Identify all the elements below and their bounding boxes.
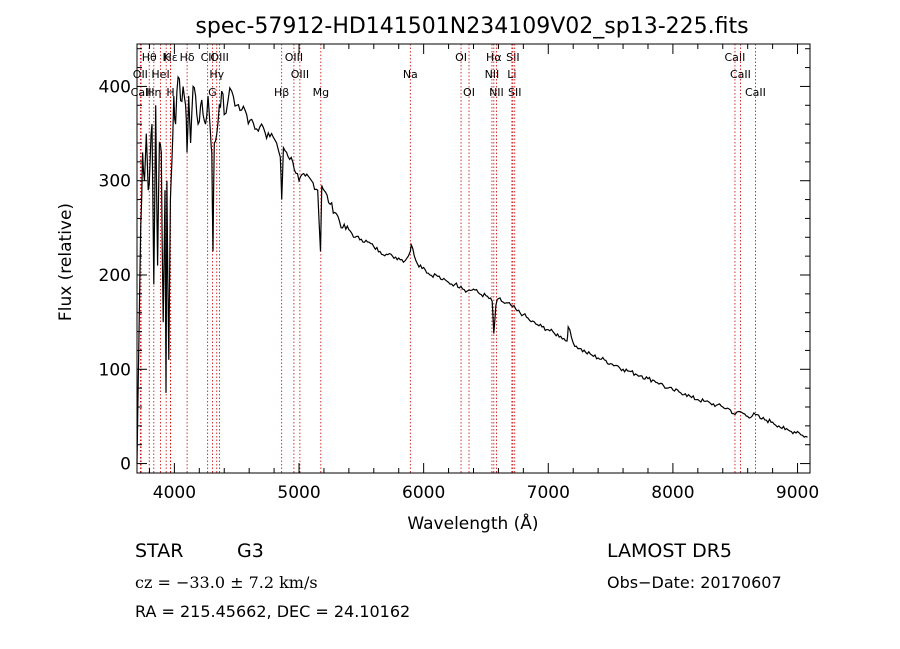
redshift-velocity: cz = −33.0 ± 7.2 km/s	[135, 573, 318, 592]
line-marker-label: NII	[485, 68, 500, 81]
axis-ticks: 4000 5000 6000 7000 8000 9000 0 100 200 300 400	[99, 44, 819, 503]
line-marker-label: NII	[489, 86, 504, 99]
line-marker-label: OI	[463, 86, 475, 99]
x-tick-label: 5000	[277, 483, 320, 503]
line-marker-label: Hγ	[209, 68, 224, 81]
line-marker-label: HeI	[151, 68, 169, 81]
plot-frame	[136, 43, 811, 474]
x-tick-label: 7000	[527, 483, 570, 503]
y-tick-label: 300	[99, 172, 131, 192]
line-marker-label: Hδ	[180, 51, 195, 64]
line-marker-label: Na	[403, 68, 418, 81]
line-marker-label: Hθ	[142, 51, 157, 64]
line-marker-label: OIII	[291, 68, 309, 81]
x-tick-label: 4000	[153, 483, 196, 503]
line-marker-label: CaII	[730, 68, 751, 81]
chart-title: spec-57912-HD141501N234109V02_sp13-225.f…	[195, 14, 748, 39]
line-marker-label: CaII	[725, 51, 746, 64]
line-marker-label: Mg	[313, 86, 329, 99]
line-marker-label: OI	[455, 51, 467, 64]
line-marker-label: Li	[507, 68, 516, 81]
line-marker-label: OIII	[210, 51, 228, 64]
line-marker-label: OIII	[285, 51, 303, 64]
line-marker-label: Hε	[164, 51, 178, 64]
line-marker-label: CII	[201, 51, 215, 64]
coordinates: RA = 215.45662, DEC = 24.10162	[135, 602, 411, 621]
observation-date: Obs−Date: 20170607	[607, 573, 782, 592]
x-tick-label: 8000	[651, 483, 694, 503]
y-tick-label: 400	[99, 77, 131, 97]
y-axis-label: Flux (relative)	[56, 203, 76, 321]
line-marker-label: Hη	[146, 86, 161, 99]
object-class: STAR	[135, 540, 184, 562]
x-tick-label: 9000	[776, 483, 819, 503]
x-tick-label: 6000	[402, 483, 445, 503]
line-marker-label: Hβ	[274, 86, 289, 99]
x-axis-label: Wavelength (Å)	[407, 512, 538, 534]
line-marker-label: SII	[506, 51, 519, 64]
line-marker-label: H	[166, 86, 174, 99]
line-marker-label: CaII	[745, 86, 766, 99]
spectral-subclass: G3	[237, 540, 264, 562]
line-marker-label: OII	[133, 68, 148, 81]
spectrum-line	[136, 75, 808, 464]
y-tick-label: 0	[120, 455, 131, 475]
line-marker-label: SII	[508, 86, 521, 99]
y-tick-label: 200	[99, 266, 131, 286]
line-marker-label: K	[163, 51, 171, 64]
survey-name: LAMOST DR5	[607, 540, 732, 562]
line-marker-label: Hα	[486, 51, 502, 64]
y-tick-label: 100	[99, 360, 131, 380]
line-marker-label: G	[208, 86, 217, 99]
line-marker-label: CaII	[131, 86, 152, 99]
